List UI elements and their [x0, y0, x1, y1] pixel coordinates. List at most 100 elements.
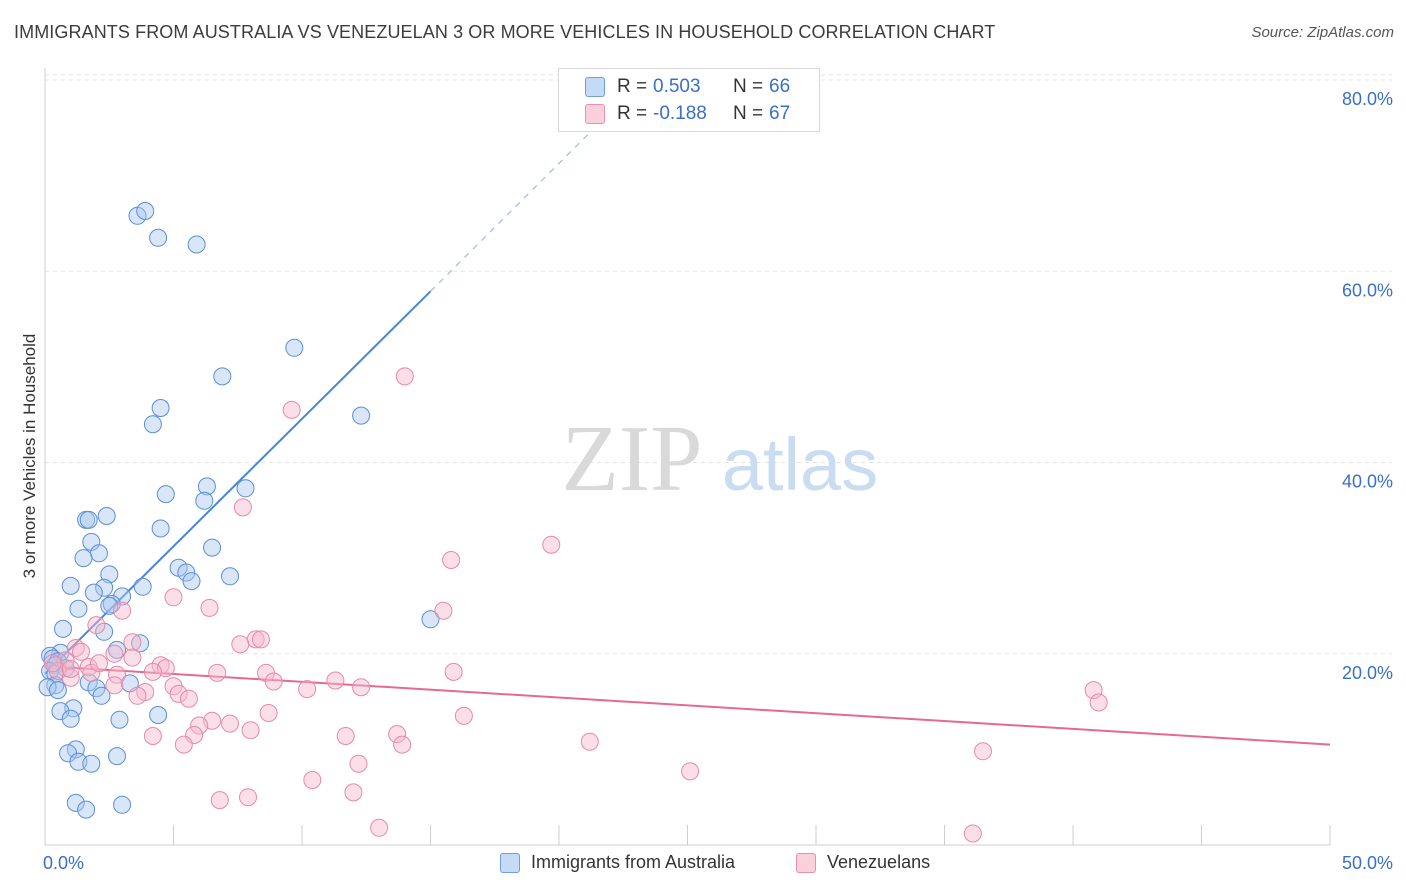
point-australia: [285, 338, 304, 357]
point-venezuelans: [164, 588, 183, 607]
y-tick-label: 60.0%: [1342, 280, 1393, 300]
point-australia: [131, 634, 150, 653]
point-australia: [213, 367, 232, 386]
point-australia: [151, 519, 170, 538]
point-australia: [92, 686, 111, 705]
point-australia: [54, 619, 72, 638]
point-venezuelans: [444, 662, 463, 681]
point-venezuelans: [123, 633, 142, 652]
gridlines: [45, 74, 1392, 655]
point-australia: [74, 549, 93, 568]
point-australia: [151, 399, 170, 417]
point-venezuelans: [434, 601, 453, 620]
point-venezuelans: [259, 704, 278, 722]
legend-label-venezuelans: Venezuelans: [827, 852, 931, 872]
point-australia: [90, 544, 108, 563]
point-venezuelans: [1089, 693, 1108, 712]
legend-item-australia: Immigrants from Australia: [500, 852, 735, 873]
point-australia: [182, 572, 201, 591]
trend-line-australia: [44, 290, 432, 675]
point-australia: [66, 793, 85, 812]
point-venezuelans: [298, 680, 317, 699]
legend-item-venezuelans: Venezuelans: [796, 852, 930, 873]
point-australia: [61, 709, 80, 728]
chart-title: IMMIGRANTS FROM AUSTRALIA VS VENEZUELAN …: [14, 22, 996, 42]
point-australia: [69, 599, 88, 618]
point-venezuelans: [542, 535, 561, 554]
point-australia: [149, 706, 168, 724]
point-venezuelans: [239, 788, 257, 807]
point-venezuelans: [349, 754, 368, 773]
trend-line-australia-extension: [430, 124, 598, 292]
axes: [44, 68, 1331, 846]
point-venezuelans: [87, 616, 106, 635]
point-venezuelans: [264, 672, 283, 691]
point-australia: [143, 415, 162, 434]
point-australia: [95, 622, 114, 641]
point-australia: [133, 577, 152, 596]
point-venezuelans: [241, 721, 260, 740]
point-venezuelans: [128, 686, 147, 705]
point-venezuelans: [388, 725, 407, 744]
point-venezuelans: [113, 601, 132, 620]
y-tick-label: 80.0%: [1342, 89, 1393, 109]
point-venezuelans: [336, 727, 355, 745]
point-venezuelans: [393, 735, 412, 754]
trend-line-venezuelans: [44, 665, 1331, 746]
point-venezuelans: [143, 662, 162, 681]
point-venezuelans: [105, 644, 124, 663]
legend-r-label: R =: [617, 76, 648, 97]
legend-n-label: N =: [733, 76, 764, 97]
point-venezuelans: [681, 762, 700, 781]
point-venezuelans: [282, 400, 301, 419]
legend-swatch-australia: [585, 77, 605, 97]
point-venezuelans: [210, 791, 229, 810]
point-australia: [136, 202, 155, 220]
correlation-legend: R = 0.503 N = 66 R = -0.188 N = 67: [558, 68, 820, 132]
point-australia: [156, 485, 175, 504]
point-australia: [221, 567, 239, 586]
legend-r-value: -0.188: [653, 103, 707, 124]
point-venezuelans: [221, 714, 239, 733]
point-venezuelans: [179, 689, 198, 708]
x-tick-label-end: 50.0%: [1342, 853, 1393, 873]
legend-r-label: R =: [617, 103, 648, 124]
point-venezuelans: [190, 716, 209, 735]
watermark-atlas: atlas: [722, 423, 878, 506]
point-australia: [197, 477, 216, 496]
y-axis-label: 3 or more Vehicles in Household: [20, 333, 39, 579]
point-australia: [110, 710, 129, 729]
point-australia: [177, 563, 196, 582]
point-venezuelans: [123, 648, 142, 667]
point-australia: [102, 595, 121, 613]
point-australia: [187, 235, 206, 254]
point-venezuelans: [580, 732, 599, 751]
point-australia: [82, 754, 101, 773]
point-australia: [61, 576, 80, 595]
source-label: Source: ZipAtlas.com: [1251, 24, 1394, 41]
point-australia: [421, 610, 440, 629]
point-venezuelans: [251, 630, 270, 649]
point-australia: [352, 406, 371, 425]
legend-n-label: N =: [733, 103, 764, 124]
point-australia: [195, 491, 214, 510]
x-tick-label-start: 0.0%: [43, 853, 84, 873]
point-venezuelans: [82, 663, 101, 682]
point-venezuelans: [395, 367, 414, 386]
point-venezuelans: [108, 665, 126, 684]
point-venezuelans: [151, 656, 170, 675]
point-venezuelans: [105, 676, 124, 695]
point-venezuelans: [344, 783, 363, 802]
point-venezuelans: [303, 771, 322, 789]
point-venezuelans: [370, 818, 389, 837]
point-venezuelans: [72, 642, 90, 661]
point-venezuelans: [963, 824, 982, 843]
point-australia: [95, 578, 114, 597]
point-australia: [48, 681, 67, 700]
series-legend: Immigrants from Australia Venezuelans: [0, 852, 1406, 878]
point-australia: [113, 795, 132, 814]
point-australia: [113, 587, 132, 606]
legend-swatch-australia: [500, 852, 520, 873]
y-tick-label: 20.0%: [1342, 663, 1393, 683]
point-venezuelans: [454, 706, 473, 725]
